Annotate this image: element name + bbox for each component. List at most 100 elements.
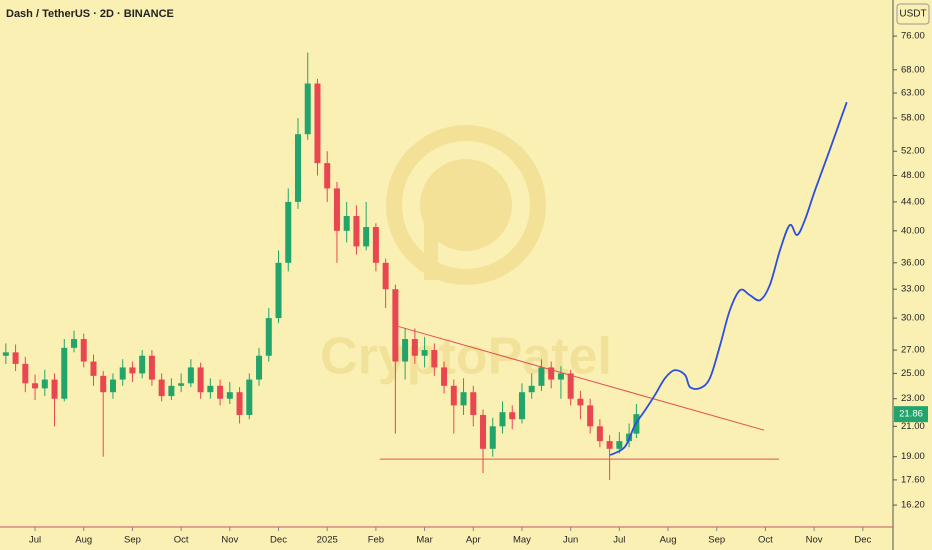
candle-body [275,262,282,319]
candle-body [499,412,506,427]
x-tick-label: Sep [708,535,725,546]
y-tick-label: 33.00 [901,284,925,295]
chart-title: Dash / TetherUS · 2D · BINANCE [6,8,174,20]
x-tick-label: Apr [466,535,481,546]
candle-body [421,350,428,356]
candle-body [256,355,263,380]
candle-body [139,355,146,374]
x-tick-label: Oct [758,535,773,546]
candle-body [51,379,58,399]
candle-body [480,414,487,449]
candle-body [567,373,574,399]
last-price-box [894,406,928,423]
candle-body [285,201,292,263]
y-tick-label: 48.00 [901,170,925,181]
candle-body [22,363,29,384]
candle-body [80,339,87,362]
candle-body [392,289,399,362]
candle-body [148,355,155,380]
x-tick-label: Jul [29,535,41,546]
candle-body [314,83,321,164]
candle-body [129,367,136,374]
candle-body [100,375,107,393]
y-tick-label: 19.00 [901,451,925,462]
candle-body [577,398,584,406]
candle-body [596,426,603,442]
candle-body [236,392,243,415]
x-tick-label: Nov [806,535,823,546]
candle-body [470,392,477,415]
candle-body [61,347,68,399]
x-tick-label: Mar [416,535,432,546]
last-price-label: 21.86 [899,409,923,420]
x-tick-label: Dec [270,535,287,546]
candle-body [509,412,516,420]
x-tick-label: Feb [368,535,384,546]
y-tick-label: 44.00 [901,196,925,207]
candle-body [548,367,555,380]
currency-label[interactable]: USDT [899,9,926,20]
candle-body [178,383,185,386]
candle-body [2,352,9,356]
x-tick-label: Sep [124,535,141,546]
y-tick-label: 17.60 [901,474,925,485]
candle-body [587,405,594,427]
y-tick-label: 36.00 [901,257,925,268]
candle-body [606,441,613,449]
y-tick-label: 52.00 [901,146,925,157]
x-tick-label: Aug [75,535,92,546]
candle-body [343,216,350,231]
candle-body [187,367,194,384]
candle-body [616,441,623,449]
x-tick-label: Aug [660,535,677,546]
candle-body [324,163,331,189]
candle-body [109,379,116,393]
y-tick-label: 16.20 [901,500,925,511]
y-tick-label: 21.00 [901,421,925,432]
candle-body [557,373,564,380]
y-tick-label: 63.00 [901,88,925,99]
trendline [397,325,765,431]
candle-body [382,262,389,290]
candle-body [489,426,496,449]
candle-body [528,385,535,393]
y-tick-label: 23.00 [901,393,925,404]
x-tick-label: 2025 [317,535,338,546]
candle-body [518,392,525,420]
candle-body [460,392,467,406]
y-tick-label: 27.00 [901,345,925,356]
candle-body [41,379,48,389]
candle-body [90,361,97,376]
currency-box[interactable] [896,3,930,25]
y-tick-label: 25.00 [901,368,925,379]
candle-body [353,216,360,247]
candle-body [226,392,233,399]
candle-body [538,367,545,386]
x-tick-label: May [513,535,531,546]
candle-body [441,367,448,386]
candle-body [12,352,19,364]
candle-body [168,385,175,397]
x-tick-label: Jun [563,535,578,546]
x-tick-label: Oct [174,535,189,546]
candle-body [158,379,165,397]
candle-body [333,188,340,231]
y-tick-label: 68.00 [901,64,925,75]
x-tick-label: Nov [221,535,238,546]
projection-line [609,101,848,456]
candle-body [363,227,370,247]
candle-body [197,367,204,393]
candle-body [32,383,39,389]
candle-body [119,367,126,380]
candle-body [431,350,438,368]
candle-body [217,385,224,399]
y-tick-label: 76.00 [901,31,925,42]
candle-body [265,318,272,356]
candle-body [402,339,409,362]
candle-body [71,339,78,348]
x-tick-label: Jul [613,535,625,546]
candle-body [411,339,418,356]
candle-body [304,83,311,135]
